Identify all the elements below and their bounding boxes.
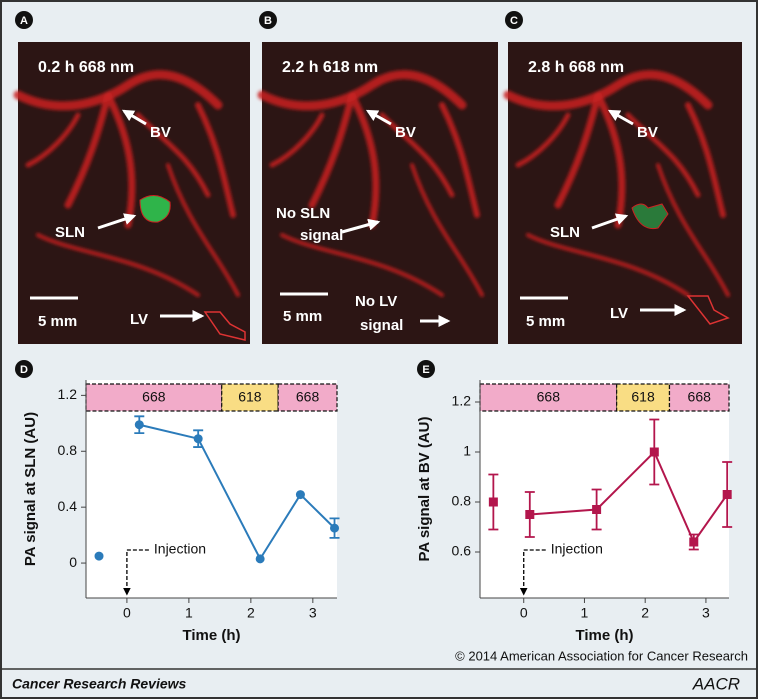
y-axis-label: PA signal at BV (AU) [416,416,433,561]
label-sln: SLN [550,224,580,241]
logo: AACR [692,674,740,693]
x-tick-label: 2 [641,605,649,621]
band-label: 668 [296,389,320,405]
label-sln: No SLN signal [276,205,343,244]
band-label: 618 [238,389,262,405]
x-tick-label: 1 [581,605,589,621]
label-bv: BV [637,124,658,141]
wavelength-band [85,383,223,412]
data-point [330,523,340,533]
plot-area [86,380,337,598]
data-point [94,551,104,561]
y-axis-label: PA signal at SLN (AU) [22,412,39,566]
data-point [255,554,265,564]
wavelength-band [277,383,338,412]
panel-caption: 2.8 h 668 nm [528,59,624,76]
panel-letter: C [510,15,518,27]
x-tick-label: 0 [123,605,131,621]
y-tick-label: 0 [69,554,77,570]
band-label: 668 [537,389,561,405]
wavelength-band [479,383,618,412]
charts: 668 618 668 0 0.4 0.8 1.2 0 1 2 3 Time (h) PA signal… [22,380,733,644]
panel-letter: B [264,15,272,27]
label-lv: LV [610,305,628,322]
y-tick-label: 0.8 [452,493,472,509]
label-bv: BV [150,124,171,141]
band-label: 618 [631,389,655,405]
data-point [193,434,203,444]
image-c: 2.8 h 668 nm BV SLN 5 mm LV [508,42,742,344]
band-label: 668 [688,389,712,405]
panel-letter: A [20,15,28,27]
y-tick-label: 0.6 [452,543,472,559]
injection-label: Injection [551,541,603,557]
data-point [689,537,699,547]
data-point [722,490,732,499]
x-tick-label: 1 [185,605,193,621]
data-point [488,497,498,507]
scale-label: 5 mm [526,313,565,330]
label-lv: LV [130,311,148,328]
panel-letter: D [20,364,28,376]
x-tick-label: 3 [309,605,317,621]
data-point [134,420,144,430]
label-sln: SLN [55,224,85,241]
data-point [649,447,659,457]
panel-caption: 0.2 h 668 nm [38,59,134,76]
y-tick-label: 1.2 [452,393,472,409]
y-tick-label: 1.2 [58,386,78,402]
scale-label: 5 mm [38,313,77,330]
label-lv: No LV signal [355,293,403,334]
image-b: 2.2 h 618 nm BV No SLN signal 5 mm No LV s… [262,42,498,344]
y-tick-label: 1 [463,443,471,459]
injection-arrow [123,549,149,596]
data-point [592,505,602,514]
wavelength-band [668,383,730,412]
x-tick-label: 3 [702,605,710,621]
wavelength-band [616,383,671,412]
sln-region [139,195,171,223]
data-point [295,490,305,500]
scale-label: 5 mm [283,308,322,325]
copyright: © 2014 American Association for Cancer R… [455,648,748,663]
injection-label: Injection [154,541,206,557]
data-point [525,510,535,519]
y-tick-label: 0.8 [58,442,78,458]
x-axis-label: Time (h) [182,627,240,644]
injection-arrow [519,549,546,596]
panel-caption: 2.2 h 618 nm [282,59,378,76]
band-label: 668 [142,389,166,405]
panel-letters: A B C D E [15,11,523,378]
label-bv: BV [395,124,416,141]
plot-area [480,380,729,598]
x-tick-label: 0 [520,605,528,621]
y-tick-label: 0.4 [58,498,78,514]
image-a: 0.2 h 668 nm BV SLN 5 mm LV [18,42,250,344]
x-axis-label: Time (h) [575,627,633,644]
panel-letter: E [422,364,429,376]
journal: Cancer Research Reviews [12,676,187,692]
wavelength-band [221,383,279,412]
x-tick-label: 2 [247,605,255,621]
